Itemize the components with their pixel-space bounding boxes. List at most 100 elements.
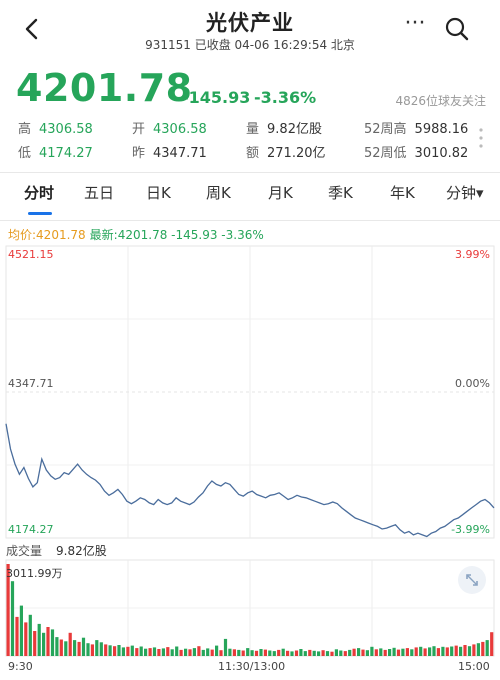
volume-bar: [206, 648, 210, 656]
volume-bar: [246, 648, 250, 656]
y-max-percent: 3.99%: [455, 248, 490, 261]
volume-bar: [197, 646, 201, 656]
more-options-icon[interactable]: ···: [404, 11, 426, 36]
followers-count[interactable]: 4826位球友关注: [395, 94, 486, 108]
volume-bar: [15, 616, 19, 656]
volume-bar: [152, 647, 157, 656]
tab-minute-dropdown[interactable]: 分钟▾: [446, 184, 484, 202]
volume-bar: [161, 648, 165, 656]
volume-bar: [423, 648, 427, 656]
volume-bar: [104, 644, 108, 656]
volume-bar: [445, 647, 449, 656]
y-max-price: 4521.15: [8, 248, 54, 261]
tab-daily-k[interactable]: 日K: [146, 184, 171, 202]
volume-bar: [428, 647, 432, 656]
divider: [0, 172, 500, 173]
volume-bar: [277, 649, 281, 656]
tab-weekly-k[interactable]: 周K: [206, 184, 231, 202]
volume-bar: [113, 646, 117, 656]
search-icon[interactable]: [444, 16, 470, 42]
top-bar: 光伏产业 931151 已收盘 04-06 16:29:54 北京 ···: [0, 0, 500, 60]
volume-bar: [472, 644, 476, 656]
tab-monthly-k[interactable]: 月K: [268, 184, 293, 202]
stat-label: 52周低: [364, 146, 407, 161]
back-arrow-icon[interactable]: [18, 14, 46, 44]
fullscreen-button[interactable]: [458, 566, 486, 594]
volume-bar: [46, 627, 50, 656]
stat-value: 3010.82: [414, 146, 469, 161]
time-label-midday: 11:30/13:00: [218, 660, 286, 673]
stat-open: 开 4306.58: [132, 118, 207, 137]
time-label-open: 9:30: [8, 660, 33, 673]
volume-bar: [6, 564, 10, 656]
volume-bar: [68, 632, 72, 656]
tab-intraday[interactable]: 分时: [24, 184, 55, 202]
volume-bar: [175, 646, 179, 656]
volume-bar: [219, 650, 223, 656]
volume-bar: [405, 648, 409, 656]
active-tab-indicator: [28, 212, 52, 215]
volume-bar: [254, 650, 259, 656]
volume-bar: [170, 649, 174, 656]
y-min-price: 4174.27: [8, 523, 54, 536]
volume-bar: [490, 632, 494, 656]
volume-bar: [117, 645, 121, 656]
volume-bar: [365, 650, 369, 656]
volume-bar: [108, 645, 112, 656]
stat-amount: 额 271.20亿: [246, 142, 326, 161]
volume-bar: [210, 649, 214, 656]
volume-bar: [73, 640, 77, 656]
volume-bar: [436, 648, 440, 656]
volume-bar: [299, 649, 303, 656]
tab-5day[interactable]: 五日: [84, 184, 115, 202]
tab-yearly-k[interactable]: 年K: [390, 184, 415, 202]
stat-high: 高 4306.58: [18, 118, 93, 137]
y-min-percent: -3.99%: [451, 523, 490, 536]
volume-bar: [410, 649, 414, 656]
volume-bar: [414, 647, 418, 656]
stat-52wk-high: 52周高 5988.16: [364, 118, 468, 137]
volume-bar: [348, 649, 352, 656]
volume-bar: [374, 649, 378, 656]
volume-bar: [64, 641, 68, 656]
volume-bar: [259, 649, 263, 656]
volume-bar: [481, 641, 485, 656]
volume-bar: [370, 646, 374, 656]
stat-value: 4174.27: [39, 146, 93, 161]
stat-value: 4306.58: [39, 122, 93, 137]
volume-bar: [28, 614, 32, 656]
volume-bar: [317, 651, 321, 656]
volume-bar: [334, 649, 338, 656]
volume-bar: [303, 651, 307, 656]
volume-bar: [90, 644, 94, 656]
legend-latest: 最新:4201.78 -145.93 -3.36%: [89, 228, 264, 242]
volume-bar: [130, 645, 134, 656]
volume-bar: [50, 629, 55, 656]
volume-bar: [361, 649, 365, 656]
volume-bar: [339, 650, 343, 656]
vertical-dots-icon[interactable]: [475, 126, 487, 150]
volume-bar: [383, 649, 387, 656]
volume-bar: [192, 648, 196, 656]
volume-bar: [81, 637, 86, 656]
volume-bar: [121, 647, 125, 656]
volume-bar: [321, 650, 325, 656]
stat-low: 低 4174.27: [18, 142, 93, 161]
volume-bar: [179, 649, 183, 656]
volume-bar: [126, 646, 130, 656]
volume-bar: [268, 650, 272, 656]
volume-bar: [86, 643, 90, 656]
volume-bar: [215, 645, 219, 656]
volume-bar: [485, 640, 489, 656]
stat-value: 271.20亿: [267, 146, 326, 161]
stat-label: 52周高: [364, 122, 407, 137]
volume-bar: [401, 648, 405, 656]
stat-value: 4347.71: [153, 146, 207, 161]
tab-quarterly-k[interactable]: 季K: [328, 184, 353, 202]
time-label-close: 15:00: [458, 660, 490, 673]
intraday-chart[interactable]: [0, 244, 500, 680]
volume-max: 3011.99万: [6, 567, 63, 580]
volume-bar: [312, 650, 316, 656]
volume-bar: [392, 647, 396, 656]
volume-bar: [166, 647, 170, 656]
